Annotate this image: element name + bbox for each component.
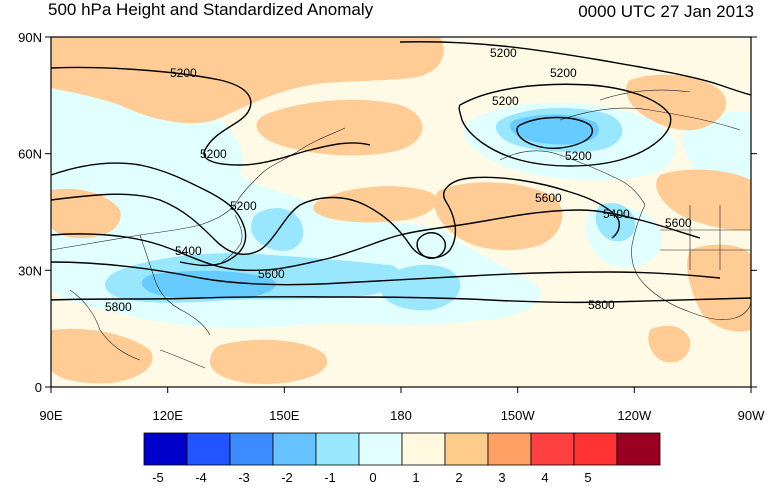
contour-label: 5200 — [550, 66, 577, 80]
lon-label: 180 — [390, 408, 412, 423]
contour-5200-low-inner — [516, 116, 593, 150]
lat-labels: 90N 60N 30N 0 — [18, 30, 42, 395]
colorbar-label: -5 — [152, 470, 164, 485]
lon-labels: 90E 120E 150E 180 150W 120W 90W — [39, 408, 765, 423]
lon-label: 150E — [269, 408, 300, 423]
colorbar-labels: -5 -4 -3 -2 -1 0 1 2 3 4 5 — [152, 470, 591, 485]
contour-label: 5800 — [588, 298, 615, 312]
colorbar-swatch — [573, 432, 618, 466]
colorbar — [143, 432, 661, 466]
colorbar-swatch — [143, 432, 188, 466]
colorbar-label: -4 — [195, 470, 207, 485]
lon-label: 150W — [501, 408, 536, 423]
colorbar-label: -2 — [281, 470, 293, 485]
contour-label: 5200 — [230, 199, 257, 213]
lat-label: 30N — [18, 263, 42, 278]
contour-5400-closed — [416, 232, 446, 259]
anomaly-neg3-core1 — [509, 114, 599, 145]
contour-label: 5600 — [258, 267, 285, 281]
contour-5400-trough — [364, 176, 620, 259]
colorbar-swatch — [315, 432, 360, 466]
colorbar-swatch — [487, 432, 532, 466]
anomaly-pos2-pacific — [434, 182, 563, 251]
height-contours — [51, 41, 751, 304]
colorbar-swatch — [272, 432, 317, 466]
anomaly-pos2-tropics-west — [51, 328, 153, 384]
anomaly-pos2-arctic — [51, 37, 444, 124]
colorbar-label: 5 — [584, 470, 591, 485]
colorbar-swatch — [186, 432, 231, 466]
lon-label: 90W — [738, 408, 765, 423]
contour-5700 — [51, 261, 721, 286]
lon-label: 120W — [617, 408, 652, 423]
colorbar-label: 3 — [498, 470, 505, 485]
coastline-alaska — [499, 150, 646, 206]
colorbar-label: 0 — [369, 470, 376, 485]
colorbar-swatch — [401, 432, 446, 466]
anomaly-pos2-aleutian — [313, 186, 437, 223]
anomaly-neg2-dateline — [379, 264, 461, 311]
contour-5400-west — [51, 162, 247, 267]
contour-labels: 5200 5200 5200 5200 5200 5200 5200 5400 … — [105, 46, 692, 314]
colorbar-swatch — [530, 432, 575, 466]
colorbar-label: 2 — [455, 470, 462, 485]
colorbar-label: -1 — [324, 470, 336, 485]
lon-label: 120E — [153, 408, 184, 423]
anomaly-pos2-mexico — [648, 325, 691, 363]
contour-label: 5200 — [200, 147, 227, 161]
anomaly-pos2-central — [256, 99, 423, 156]
contour-label: 5200 — [565, 149, 592, 163]
contour-label: 5200 — [490, 46, 517, 60]
colorbar-label: 4 — [541, 470, 548, 485]
coastline-asia — [51, 127, 346, 251]
contour-label: 5200 — [492, 94, 519, 108]
anomaly-pos2-tropics-mid — [210, 339, 328, 385]
lat-label: 90N — [18, 30, 42, 45]
valid-time: 0000 UTC 27 Jan 2013 — [578, 2, 754, 21]
anomaly-pos2-alaska — [656, 169, 751, 231]
colorbar-swatch — [444, 432, 489, 466]
anomaly-neg2-kamchatka — [251, 208, 304, 251]
coastline-canada — [559, 89, 741, 131]
contour-label: 5800 — [105, 300, 132, 314]
contour-5800 — [51, 296, 751, 304]
lon-ticks — [50, 387, 752, 393]
contour-5200-north — [51, 66, 371, 166]
anomaly-pos2-westasia — [51, 188, 121, 239]
colorbar-swatch — [616, 432, 661, 466]
anomaly-pos2-northam — [687, 244, 751, 332]
colorbar-swatch — [358, 432, 403, 466]
coastline-japan — [221, 214, 243, 263]
contour-label: 5400 — [175, 244, 202, 258]
colorbar-label: -3 — [238, 470, 250, 485]
lat-label: 60N — [18, 147, 42, 162]
contour-label: 5400 — [603, 207, 630, 221]
anomaly-neg3-core2 — [141, 270, 276, 300]
contour-5400-jet — [51, 193, 366, 256]
contour-label: 5600 — [665, 216, 692, 230]
us-state-borders — [660, 205, 751, 270]
lon-label: 90E — [39, 408, 62, 423]
contour-5200-low-outer — [458, 83, 672, 167]
chart-title: 500 hPa Height and Standardized Anomaly — [48, 0, 374, 19]
lat-label: 0 — [35, 380, 42, 395]
contour-label: 5600 — [535, 191, 562, 205]
colorbar-swatch — [229, 432, 274, 466]
anomaly-pos2-canada — [626, 74, 726, 131]
contour-5200-arctic — [399, 41, 751, 96]
contour-label: 5200 — [170, 66, 197, 80]
colorbar-label: 1 — [412, 470, 419, 485]
lat-ticks — [45, 36, 757, 388]
coastline-north-america — [631, 204, 751, 320]
contour-5600 — [51, 209, 701, 272]
